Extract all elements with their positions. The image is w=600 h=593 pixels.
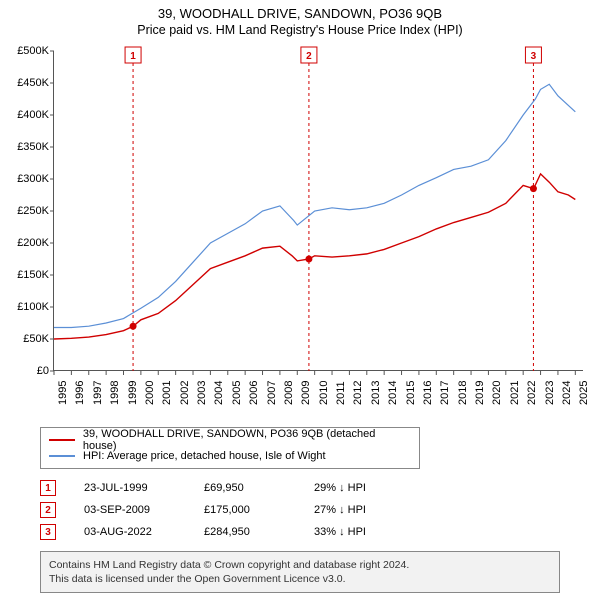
transaction-price: £175,000: [204, 504, 314, 516]
legend-swatch: [49, 439, 75, 441]
title-subtitle: Price paid vs. HM Land Registry's House …: [0, 23, 600, 37]
y-tick-label: £300K: [5, 173, 49, 185]
vline-badge: 2: [301, 47, 317, 63]
x-tick-label: 2011: [335, 381, 347, 405]
transaction-row: 2 03-SEP-2009£175,00027% ↓ HPI: [40, 499, 600, 521]
x-tick-label: 1995: [57, 381, 69, 405]
y-tick-label: £250K: [5, 205, 49, 217]
x-tick-label: 2006: [248, 381, 260, 405]
chart-area: 1 2 3 £0 £50K £100K £150K £200K £250K £300K £350K…: [5, 41, 595, 421]
svg-text:1: 1: [130, 51, 136, 62]
y-tick-label: £200K: [5, 237, 49, 249]
legend-label: 39, WOODHALL DRIVE, SANDOWN, PO36 9QB (d…: [83, 428, 411, 452]
y-tick-label: £500K: [5, 45, 49, 57]
svg-text:3: 3: [531, 51, 537, 62]
x-tick-label: 1997: [92, 381, 104, 405]
x-tick-label: 2016: [422, 381, 434, 405]
vline-badge: 3: [525, 47, 541, 63]
transaction-date: 23-JUL-1999: [84, 482, 204, 494]
footer-line-2: This data is licensed under the Open Gov…: [49, 572, 551, 586]
y-tick-label: £100K: [5, 301, 49, 313]
footer-line-1: Contains HM Land Registry data © Crown c…: [49, 558, 551, 572]
legend: 39, WOODHALL DRIVE, SANDOWN, PO36 9QB (d…: [40, 427, 420, 469]
x-tick-label: 2020: [491, 381, 503, 405]
y-tick-label: £150K: [5, 269, 49, 281]
y-tick-label: £0: [5, 365, 49, 377]
y-tick-label: £450K: [5, 77, 49, 89]
vline-badge: 1: [125, 47, 141, 63]
x-tick-label: 1996: [74, 381, 86, 405]
transaction-badge: 1: [40, 480, 56, 496]
x-tick-label: 2013: [370, 381, 382, 405]
x-tick-label: 2021: [509, 381, 521, 405]
x-tick-label: 1998: [109, 381, 121, 405]
legend-item: 39, WOODHALL DRIVE, SANDOWN, PO36 9QB (d…: [49, 432, 411, 448]
legend-swatch: [49, 455, 75, 457]
x-tick-label: 2007: [266, 381, 278, 405]
x-tick-label: 2017: [439, 381, 451, 405]
x-tick-label: 2005: [231, 381, 243, 405]
x-tick-label: 1999: [127, 381, 139, 405]
transaction-row: 1 23-JUL-1999£69,95029% ↓ HPI: [40, 477, 600, 499]
attribution-footer: Contains HM Land Registry data © Crown c…: [40, 551, 560, 593]
x-tick-label: 2000: [144, 381, 156, 405]
series-property: [54, 174, 575, 339]
x-tick-label: 2018: [457, 381, 469, 405]
x-tick-label: 2003: [196, 381, 208, 405]
transaction-date: 03-AUG-2022: [84, 526, 204, 538]
sale-marker: [530, 185, 537, 192]
plot-region: 1 2 3: [53, 51, 583, 371]
y-tick-label: £50K: [5, 333, 49, 345]
x-tick-label: 2010: [318, 381, 330, 405]
x-tick-label: 2022: [526, 381, 538, 405]
transaction-delta: 29% ↓ HPI: [314, 482, 434, 494]
transaction-badge: 2: [40, 502, 56, 518]
x-tick-label: 2014: [387, 381, 399, 405]
x-tick-label: 2002: [179, 381, 191, 405]
x-tick-label: 2023: [544, 381, 556, 405]
series-hpi: [54, 84, 575, 327]
transaction-badge: 3: [40, 524, 56, 540]
transaction-delta: 27% ↓ HPI: [314, 504, 434, 516]
x-tick-label: 2009: [300, 381, 312, 405]
transaction-date: 03-SEP-2009: [84, 504, 204, 516]
x-tick-label: 2019: [474, 381, 486, 405]
x-tick-label: 2025: [578, 381, 590, 405]
x-tick-label: 2024: [561, 381, 573, 405]
chart-titles: 39, WOODHALL DRIVE, SANDOWN, PO36 9QB Pr…: [0, 0, 600, 37]
y-tick-label: £400K: [5, 109, 49, 121]
sale-marker: [130, 323, 137, 330]
transactions-table: 1 23-JUL-1999£69,95029% ↓ HPI 2 03-SEP-2009…: [40, 477, 600, 543]
x-tick-label: 2012: [352, 381, 364, 405]
x-tick-label: 2001: [161, 381, 173, 405]
title-address: 39, WOODHALL DRIVE, SANDOWN, PO36 9QB: [0, 6, 600, 21]
transaction-delta: 33% ↓ HPI: [314, 526, 434, 538]
y-tick-label: £350K: [5, 141, 49, 153]
x-tick-label: 2004: [213, 381, 225, 405]
transaction-price: £69,950: [204, 482, 314, 494]
sale-marker: [305, 256, 312, 263]
transaction-price: £284,950: [204, 526, 314, 538]
svg-text:2: 2: [306, 51, 312, 62]
legend-label: HPI: Average price, detached house, Isle…: [83, 450, 326, 462]
transaction-row: 3 03-AUG-2022£284,95033% ↓ HPI: [40, 521, 600, 543]
x-tick-label: 2015: [405, 381, 417, 405]
x-tick-label: 2008: [283, 381, 295, 405]
